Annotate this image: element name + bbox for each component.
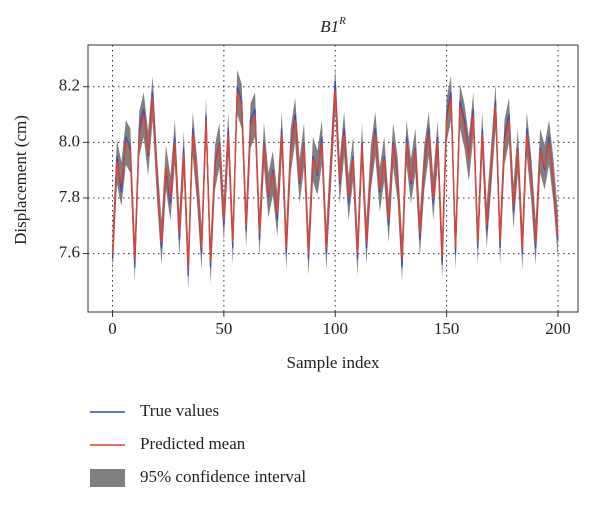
legend-label: Predicted mean [140,434,246,453]
x-tick-label: 100 [322,319,348,338]
title-superscript: R [338,15,346,27]
y-tick-label: 7.6 [59,243,80,262]
x-tick-label: 200 [545,319,571,338]
plot-frame [87,44,579,313]
x-axis-label: Sample index [286,353,380,372]
legend-swatch [90,469,125,487]
y-axis-label: Displacement (cm) [11,115,30,245]
chart-title: B1R [320,15,346,36]
y-tick-label: 8.0 [59,131,80,150]
title-main: B1 [320,17,339,36]
legend-label: 95% confidence interval [140,467,306,486]
legend-label: True values [140,401,219,420]
y-tick-label: 8.2 [59,76,80,95]
y-tick-label: 7.8 [59,187,80,206]
x-tick-label: 0 [108,319,117,338]
series-line [111,89,559,268]
x-tick-label: 50 [215,319,232,338]
legend: True values Predicted mean 95% confidence … [90,401,306,487]
x-tick-label: 150 [434,319,460,338]
